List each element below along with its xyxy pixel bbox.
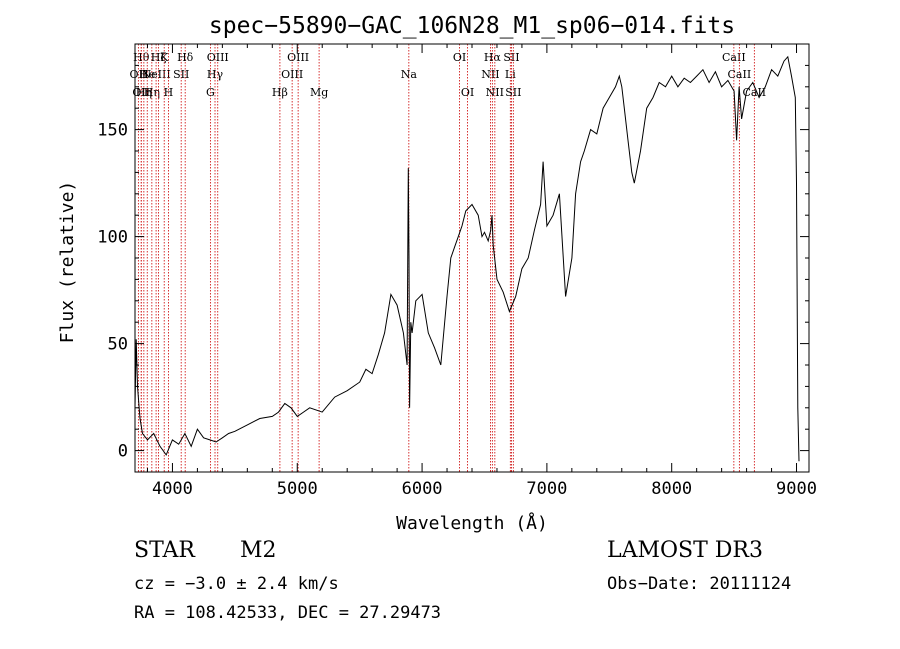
x-axis-label: Wavelength (Å) (396, 512, 548, 534)
line-marker-label: OI (453, 51, 466, 64)
line-marker-label: Mg (310, 86, 328, 99)
line-marker-label: G (206, 86, 215, 99)
x-tick-label: 9000 (776, 479, 817, 499)
line-marker-label: OIII (281, 68, 303, 81)
x-tick-label: 8000 (651, 479, 692, 499)
line-marker-label: He (139, 68, 155, 81)
line-marker-label: NeIII (142, 68, 171, 81)
line-marker-label: SII (505, 86, 521, 99)
y-axis-label: Flux (relative) (57, 181, 78, 344)
line-marker-label: K (160, 51, 169, 64)
y-tick-label: 100 (97, 228, 128, 248)
survey-name: LAMOST DR3 (607, 538, 763, 563)
line-marker-label: NII (486, 86, 504, 99)
object-subclass: M2 (240, 538, 277, 563)
line-marker-label: CaII (728, 68, 752, 81)
x-tick-label: 6000 (402, 479, 443, 499)
object-class: STAR (134, 538, 195, 563)
line-marker-label: OIII (287, 51, 309, 64)
redshift-cz: cz = −3.0 ± 2.4 km/s (134, 574, 339, 594)
line-markers: OIIHθOIIHηHeHηNeIIIHζKHSIIHδGHγOIIIHβOII… (130, 44, 766, 472)
x-axis: 4000 5000 6000 7000 8000 9000 (146, 44, 817, 499)
chart-title: spec−55890−GAC_106N28_M1_sp06−014.fits (209, 13, 735, 39)
y-tick-label: 50 (108, 335, 128, 355)
line-marker-label: Hβ (272, 86, 288, 99)
line-marker-label: OII (132, 86, 150, 99)
y-tick-label: 150 (97, 121, 128, 141)
observation-date: Obs−Date: 20111124 (607, 574, 792, 594)
line-marker-label: Hα (484, 51, 502, 64)
line-marker-label: Li (505, 68, 516, 81)
x-tick-label: 7000 (526, 479, 567, 499)
coordinates: RA = 108.42533, DEC = 27.29473 (134, 603, 442, 623)
line-marker-label: Hη (144, 86, 160, 99)
line-marker-label: NII (481, 68, 499, 81)
line-marker-label: CaII (722, 51, 746, 64)
plot-frame (134, 43, 810, 473)
line-marker-label: Hγ (207, 68, 224, 81)
line-marker-label: Na (401, 68, 418, 81)
line-marker-label: H (164, 86, 174, 99)
line-marker-label: OII (130, 68, 148, 81)
x-tick-label: 4000 (152, 479, 193, 499)
spectrum-line (134, 55, 800, 462)
y-axis: 0 50 100 150 (97, 43, 809, 473)
line-marker-label: OIII (207, 51, 229, 64)
line-marker-label: SII (503, 51, 519, 64)
line-marker-label: Hδ (177, 51, 194, 64)
x-tick-label: 5000 (277, 479, 318, 499)
line-marker-label: Hη (136, 86, 152, 99)
y-tick-label: 0 (118, 442, 128, 462)
line-marker-label: SII (173, 68, 189, 81)
line-marker-label: Hζ (151, 51, 167, 64)
series-group (134, 55, 800, 462)
line-marker-label: OI (461, 86, 474, 99)
